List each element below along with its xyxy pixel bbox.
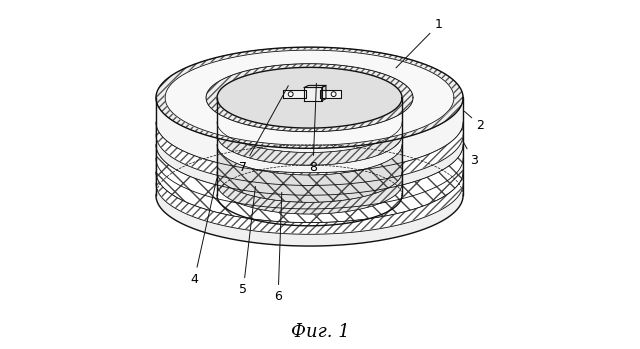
Text: 7: 7 bbox=[239, 86, 288, 174]
Polygon shape bbox=[206, 64, 413, 132]
Text: 1: 1 bbox=[396, 18, 443, 68]
Polygon shape bbox=[217, 67, 402, 128]
Text: 2: 2 bbox=[465, 111, 484, 132]
Circle shape bbox=[288, 92, 293, 97]
Polygon shape bbox=[217, 98, 402, 226]
Text: Фиг. 1: Фиг. 1 bbox=[291, 322, 349, 341]
Polygon shape bbox=[217, 172, 402, 214]
Polygon shape bbox=[156, 122, 463, 185]
Polygon shape bbox=[284, 90, 306, 98]
Polygon shape bbox=[320, 90, 341, 98]
Polygon shape bbox=[217, 67, 402, 128]
Text: 8: 8 bbox=[309, 83, 317, 174]
Polygon shape bbox=[217, 67, 402, 128]
Polygon shape bbox=[156, 144, 463, 223]
Text: 3: 3 bbox=[463, 141, 477, 167]
Text: 5: 5 bbox=[239, 186, 255, 296]
Polygon shape bbox=[322, 86, 326, 101]
Polygon shape bbox=[156, 98, 463, 246]
Polygon shape bbox=[165, 50, 454, 145]
Polygon shape bbox=[156, 172, 463, 234]
Polygon shape bbox=[156, 47, 463, 148]
Polygon shape bbox=[217, 122, 402, 165]
Polygon shape bbox=[206, 64, 413, 132]
Polygon shape bbox=[156, 184, 463, 246]
Polygon shape bbox=[217, 144, 402, 202]
Polygon shape bbox=[304, 88, 322, 101]
Polygon shape bbox=[156, 98, 463, 173]
Polygon shape bbox=[156, 47, 463, 148]
Text: 6: 6 bbox=[274, 192, 282, 303]
Polygon shape bbox=[156, 135, 463, 195]
Polygon shape bbox=[304, 86, 326, 88]
Text: 4: 4 bbox=[191, 179, 217, 286]
Circle shape bbox=[331, 92, 336, 97]
Polygon shape bbox=[206, 64, 413, 132]
